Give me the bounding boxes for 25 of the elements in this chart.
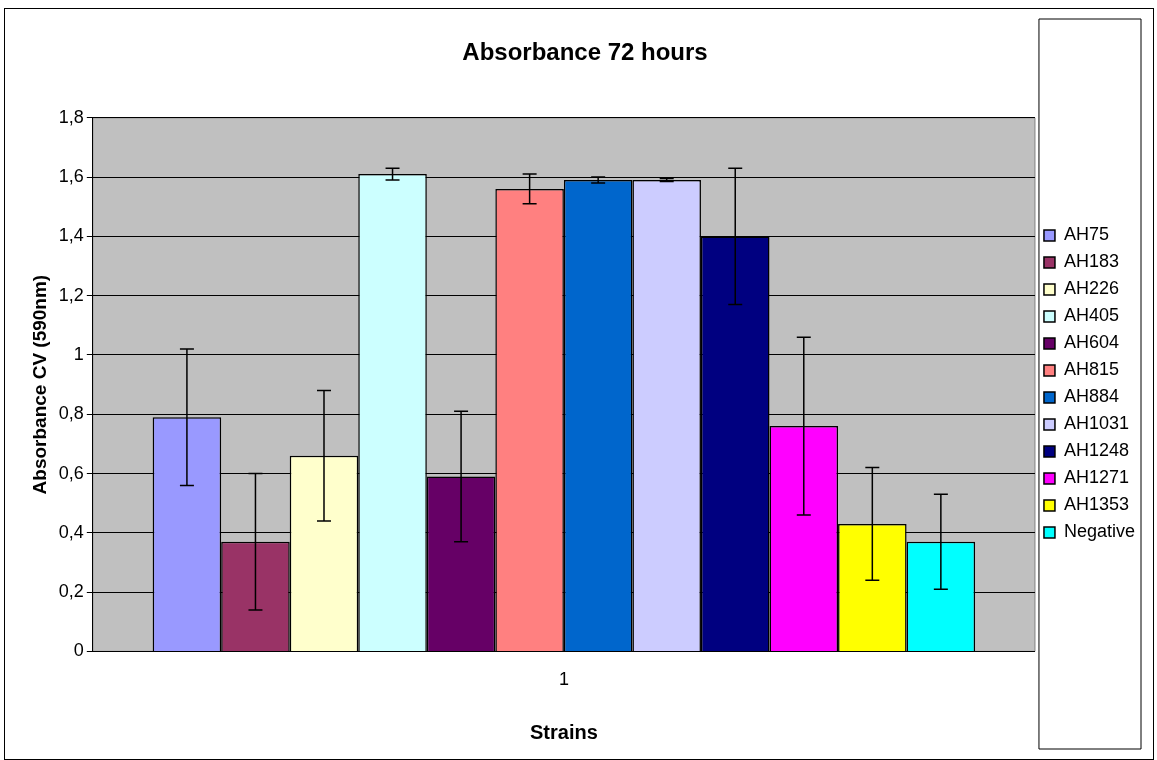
legend-label: AH1271 (1063, 467, 1130, 488)
y-tick-label: 1,6 (58, 166, 84, 187)
legend-label: AH1031 (1063, 413, 1130, 434)
y-tick-label: 0,4 (58, 521, 84, 542)
y-tick-label: 1,4 (58, 225, 84, 246)
y-tick-label: 0,6 (58, 462, 84, 483)
y-tick-label: 0,2 (58, 581, 84, 602)
y-axis-title: Absorbance CV (590nm) (28, 274, 50, 495)
legend-label: Negative (1063, 521, 1135, 542)
chart-title: Absorbance 72 hours (462, 38, 708, 66)
legend-label: AH1248 (1063, 440, 1130, 461)
legend-label: AH884 (1063, 386, 1119, 407)
legend-label: AH815 (1063, 359, 1119, 380)
y-tick-label: 0,8 (58, 403, 84, 424)
legend-label: AH405 (1063, 305, 1119, 326)
x-axis-title: Strains (529, 720, 598, 743)
legend-label: AH75 (1063, 224, 1109, 245)
legend-label: AH604 (1063, 332, 1119, 353)
legend-label: AH226 (1063, 278, 1119, 299)
legend-label: AH1353 (1063, 494, 1130, 515)
legend-label: AH183 (1063, 251, 1119, 272)
y-tick-label: 1,8 (58, 106, 84, 127)
y-tick-label: 0 (73, 640, 84, 661)
y-tick-label: 1 (73, 343, 84, 364)
y-tick-label: 1,2 (58, 284, 84, 305)
